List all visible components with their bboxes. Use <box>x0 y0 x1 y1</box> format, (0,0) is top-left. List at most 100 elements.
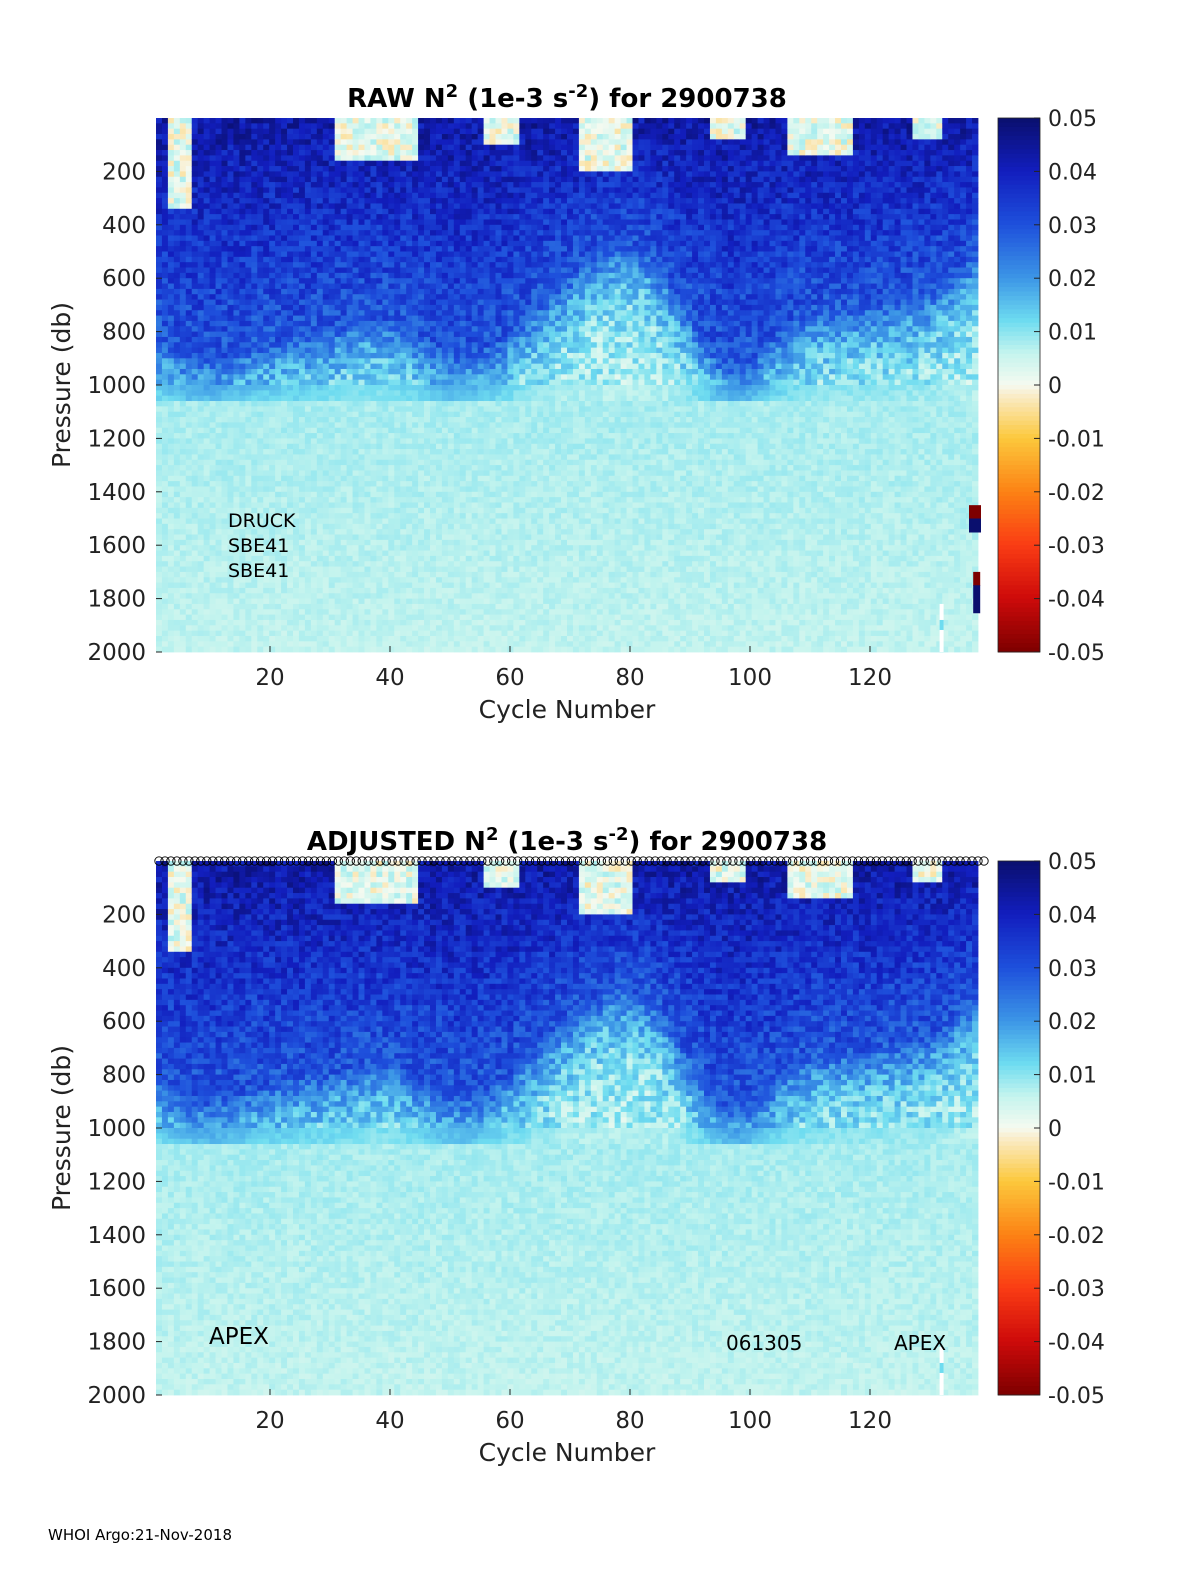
heatmap-cell <box>412 428 418 434</box>
heatmap-cell <box>233 342 239 348</box>
heatmap-cell <box>353 209 359 215</box>
heatmap-cell <box>370 235 376 241</box>
heatmap-cell <box>245 412 251 418</box>
heatmap-cell <box>162 278 168 284</box>
heatmap-cell <box>311 428 317 434</box>
heatmap-cell <box>216 321 222 327</box>
heatmap-cell <box>233 187 239 193</box>
heatmap-cell <box>162 465 168 471</box>
heatmap-cell <box>156 417 162 423</box>
heatmap-cell <box>192 369 198 375</box>
heatmap-cell <box>245 209 251 215</box>
heatmap-cell <box>210 620 216 626</box>
heatmap-cell <box>329 374 335 380</box>
heatmap-cell <box>359 561 365 567</box>
heatmap-cell <box>168 535 174 541</box>
heatmap-cell <box>251 390 257 396</box>
heatmap-cell <box>168 631 174 637</box>
heatmap-cell <box>263 123 269 129</box>
heatmap-cell <box>216 182 222 188</box>
heatmap-cell <box>251 476 257 482</box>
heatmap-cell <box>329 241 335 247</box>
heatmap-cell <box>251 230 257 236</box>
heatmap-cell <box>376 481 382 487</box>
heatmap-cell <box>323 358 329 364</box>
heatmap-cell <box>412 166 418 172</box>
heatmap-cell <box>222 625 228 631</box>
heatmap-cell <box>394 556 400 562</box>
heatmap-cell <box>370 486 376 492</box>
heatmap-cell <box>406 567 412 573</box>
heatmap-cell <box>364 294 370 300</box>
heatmap-cell <box>263 593 269 599</box>
heatmap-cell <box>406 428 412 434</box>
heatmap-cell <box>424 481 430 487</box>
heatmap-cell <box>269 492 275 498</box>
heatmap-cell <box>204 123 210 129</box>
heatmap-cell <box>353 529 359 535</box>
heatmap-cell <box>406 161 412 167</box>
heatmap-cell <box>281 294 287 300</box>
heatmap-cell <box>156 454 162 460</box>
heatmap-cell <box>305 374 311 380</box>
heatmap-cell <box>245 252 251 258</box>
heatmap-cell <box>353 230 359 236</box>
heatmap-cell <box>210 535 216 541</box>
heatmap-cell <box>156 636 162 642</box>
heatmap-cell <box>180 508 186 514</box>
heatmap-cell <box>329 225 335 231</box>
heatmap-cell <box>180 198 186 204</box>
heatmap-cell <box>162 577 168 583</box>
heatmap-cell <box>400 481 406 487</box>
heatmap-cell <box>323 556 329 562</box>
heatmap-cell <box>323 139 329 145</box>
heatmap-cell <box>168 139 174 145</box>
heatmap-cell <box>311 444 317 450</box>
heatmap-cell <box>376 497 382 503</box>
heatmap-cell <box>305 171 311 177</box>
heatmap-cell <box>323 449 329 455</box>
heatmap-cell <box>251 139 257 145</box>
heatmap-cell <box>245 182 251 188</box>
heatmap-cell <box>174 551 180 557</box>
heatmap-cell <box>233 486 239 492</box>
heatmap-cell <box>370 214 376 220</box>
heatmap-cell <box>424 348 430 354</box>
heatmap-cell <box>353 449 359 455</box>
heatmap-cell <box>192 620 198 626</box>
heatmap-cell <box>281 145 287 151</box>
heatmap-cell <box>364 155 370 161</box>
heatmap-cell <box>168 567 174 573</box>
heatmap-cell <box>210 625 216 631</box>
heatmap-cell <box>293 177 299 183</box>
heatmap-cell <box>245 470 251 476</box>
heatmap-cell <box>424 524 430 530</box>
heatmap-cell <box>359 139 365 145</box>
heatmap-cell <box>275 257 281 263</box>
heatmap-cell <box>222 321 228 327</box>
heatmap-cell <box>341 374 347 380</box>
heatmap-cell <box>364 129 370 135</box>
heatmap-cell <box>293 486 299 492</box>
heatmap-cell <box>382 139 388 145</box>
heatmap-cell <box>245 390 251 396</box>
heatmap-cell <box>180 497 186 503</box>
heatmap-cell <box>204 519 210 525</box>
heatmap-cell <box>210 230 216 236</box>
heatmap-cell <box>317 615 323 621</box>
heatmap-cell <box>406 380 412 386</box>
heatmap-cell <box>364 540 370 546</box>
heatmap-cell <box>245 364 251 370</box>
heatmap-cell <box>174 481 180 487</box>
heatmap-cell <box>222 273 228 279</box>
heatmap-cell <box>186 171 192 177</box>
heatmap-cell <box>281 438 287 444</box>
heatmap-cell <box>293 145 299 151</box>
heatmap-cell <box>251 182 257 188</box>
heatmap-cell <box>299 438 305 444</box>
heatmap-cell <box>424 139 430 145</box>
heatmap-cell <box>341 358 347 364</box>
heatmap-cell <box>305 604 311 610</box>
heatmap-cell <box>287 348 293 354</box>
heatmap-cell <box>174 123 180 129</box>
